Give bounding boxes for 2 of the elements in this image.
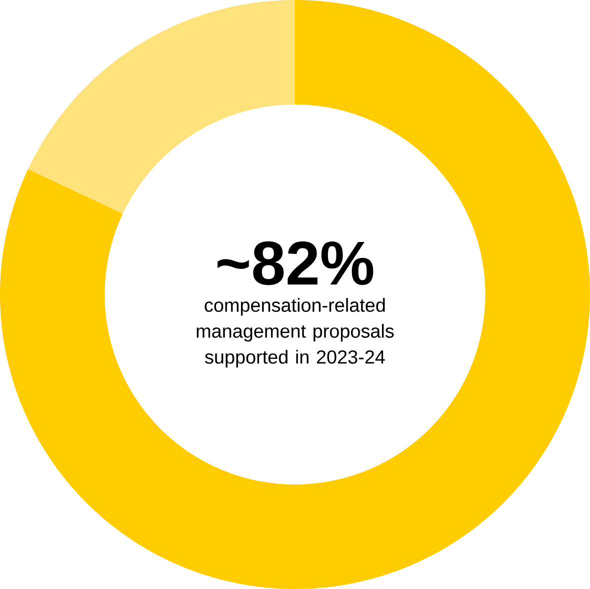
text: ~82% (218, 241, 374, 286)
text: compensation-related management proposals supported in 2023-24 (196, 298, 394, 368)
